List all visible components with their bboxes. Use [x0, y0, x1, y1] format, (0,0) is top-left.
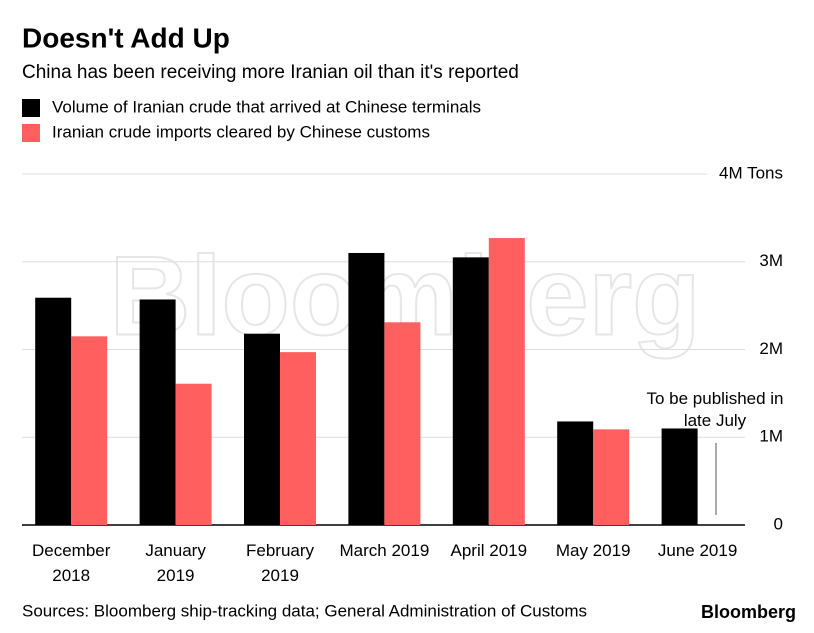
annotation: To be published in late July — [646, 389, 784, 430]
bar — [71, 336, 108, 525]
chart-subtitle: China has been receiving more Iranian oi… — [22, 62, 519, 83]
logo: Bloomberg — [701, 602, 796, 622]
x-tick-label: December 2018 — [31, 541, 111, 585]
legend-label: Volume of Iranian crude that arrived at … — [52, 97, 481, 116]
x-tick-label: May 2019 — [555, 541, 631, 560]
bar — [280, 352, 316, 525]
bar — [139, 299, 176, 525]
bar — [661, 428, 698, 525]
x-tick-label: March 2019 — [339, 541, 430, 560]
y-tick-label: 3M — [759, 251, 783, 270]
x-tick-label: June 2019 — [657, 541, 738, 560]
x-tick-label: April 2019 — [450, 541, 528, 560]
bar — [175, 383, 212, 525]
bar — [244, 333, 280, 525]
bar — [593, 429, 630, 525]
bar — [557, 421, 594, 525]
x-tick-label: January 2019 — [145, 541, 206, 585]
x-tick-label: February 2019 — [245, 541, 315, 585]
source: Sources: Bloomberg ship-tracking data; G… — [22, 601, 587, 620]
legend-label: Iranian crude imports cleared by Chinese… — [52, 122, 430, 141]
y-tick-label: 0 — [774, 514, 783, 533]
y-tick-label: 1M — [759, 427, 783, 446]
legend-swatch — [22, 124, 40, 142]
bar — [488, 238, 525, 525]
bar — [452, 257, 489, 525]
bar — [35, 297, 72, 525]
legend-swatch — [22, 99, 40, 117]
y-tick-label: 4M Tons — [719, 163, 783, 182]
bar — [384, 322, 421, 525]
y-tick-label: 2M — [759, 339, 783, 358]
bar — [348, 252, 385, 525]
chart-title: Doesn't Add Up — [22, 22, 230, 53]
